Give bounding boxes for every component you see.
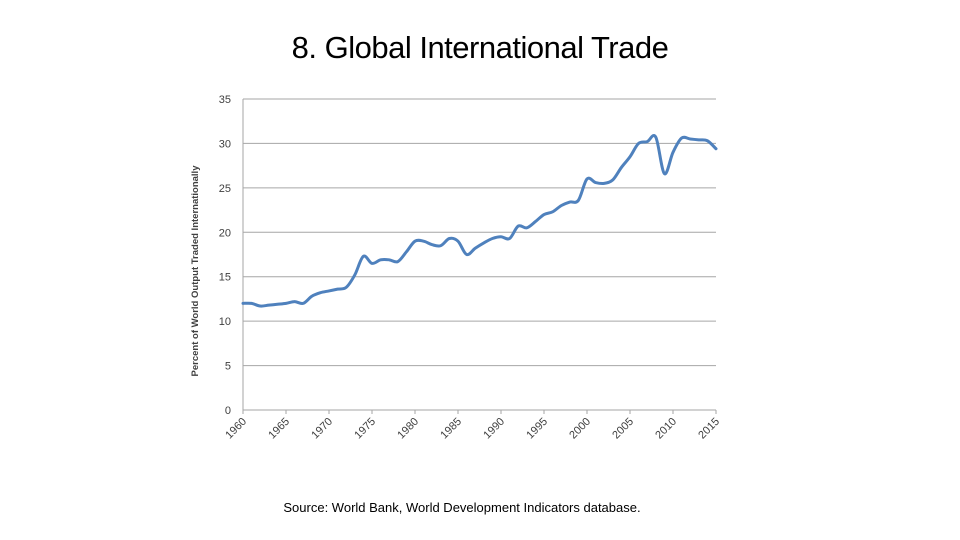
gridlines: [242, 98, 716, 411]
x-tick-label: 1975: [352, 416, 378, 442]
y-tick-labels: 0 5 10 15 20 25 30 35: [219, 94, 231, 417]
x-tick-label: 2000: [567, 416, 593, 442]
series-line: [241, 134, 718, 308]
y-tick-label: 15: [219, 272, 231, 284]
x-tick-label: 1960: [223, 416, 249, 442]
x-tick-label: 1990: [481, 416, 507, 442]
source-note: Source: World Bank, World Development In…: [283, 500, 641, 515]
x-tick-label: 1995: [524, 416, 550, 442]
y-tick-label: 10: [219, 316, 231, 328]
y-axis-label: Percent of World Output Traded Internati…: [190, 165, 201, 377]
y-tick-label: 5: [225, 361, 231, 373]
x-tick-label: 2010: [653, 416, 679, 442]
x-tick-label: 2015: [696, 416, 722, 442]
slide-title: 8. Global International Trade: [291, 30, 669, 65]
y-tick-label: 0: [225, 405, 231, 417]
series: [241, 134, 718, 308]
y-tick-label: 25: [219, 183, 231, 195]
x-tick-label: 2005: [610, 416, 636, 442]
x-tick-label: 1965: [266, 416, 292, 442]
y-tick-label: 20: [219, 227, 231, 239]
x-tick-label: 1970: [309, 416, 335, 442]
y-tick-label: 30: [219, 138, 231, 150]
x-tick-label: 1985: [438, 416, 464, 442]
y-tick-label: 35: [219, 94, 231, 106]
x-tick-label: 1980: [395, 416, 421, 442]
x-tick-labels: 1960 1965 1970 1975 1980 1985 1990 1995 2000 2005…: [223, 410, 722, 441]
